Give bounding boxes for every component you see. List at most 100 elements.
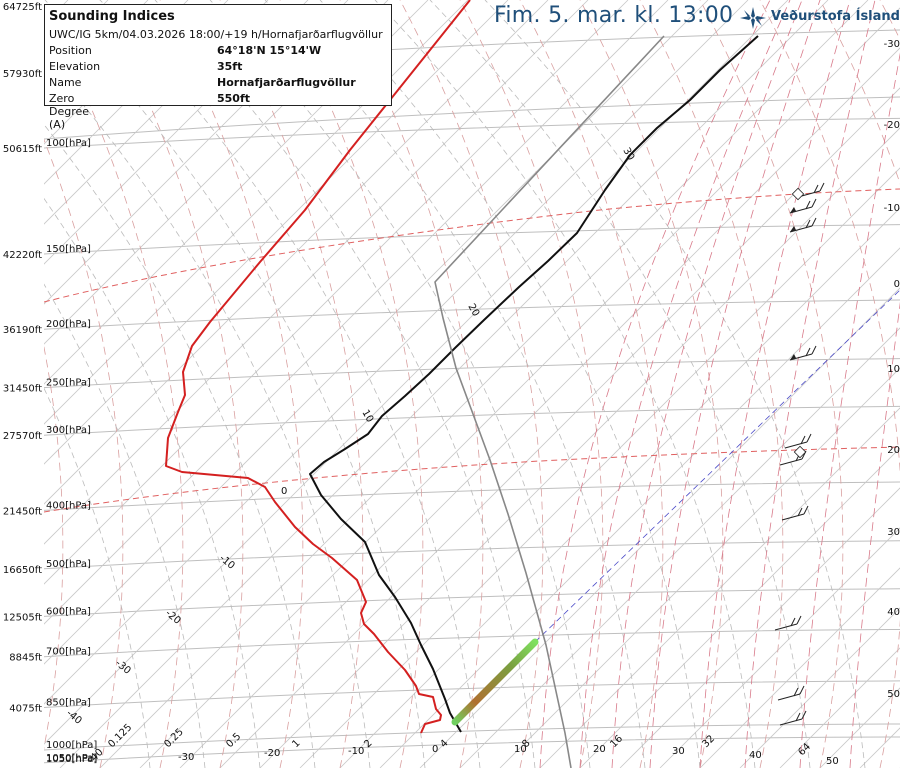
right-tick-label: 50 bbox=[887, 689, 900, 700]
pressure-label: 250[hPa] bbox=[46, 378, 91, 389]
pressure-label: 1050[hPa] bbox=[46, 753, 97, 764]
mixing-ratio-line bbox=[579, 0, 791, 768]
pressure-label: 1000[hPa] bbox=[46, 740, 97, 751]
barb-marker-icon bbox=[793, 445, 807, 459]
altitude-label: 8845ft bbox=[9, 653, 42, 664]
moist-adiabat bbox=[374, 0, 756, 768]
wind-barb-icon bbox=[774, 615, 802, 631]
right-tick-label: 0 bbox=[894, 279, 900, 290]
isotherm-line bbox=[44, 0, 269, 225]
brand-star-icon bbox=[740, 7, 766, 29]
isotherm-line bbox=[379, 247, 900, 768]
bottom-tick-label: 40 bbox=[749, 750, 762, 761]
mixing-ratio-line bbox=[799, 52, 900, 768]
bottom-tick-label: 20 bbox=[593, 744, 606, 755]
isotherm-label: -40 bbox=[64, 708, 84, 727]
right-tick-label: -30 bbox=[884, 39, 900, 50]
isotherm-line bbox=[44, 0, 389, 345]
isotherm-label: -10 bbox=[217, 553, 237, 572]
right-tick-label: 30 bbox=[887, 527, 900, 538]
isobar-line bbox=[44, 224, 900, 255]
altitude-label: 12505ft bbox=[3, 612, 42, 623]
bottom-tick-label: -30 bbox=[178, 752, 194, 763]
forecast-datetime: Fim. 5. mar. kl. 13:00 bbox=[494, 3, 734, 28]
isotherm-line bbox=[44, 0, 749, 705]
pressure-label: 200[hPa] bbox=[46, 319, 91, 330]
isotherm-line bbox=[179, 47, 900, 768]
isotherm-line bbox=[44, 0, 709, 665]
brand-name: Veðurstofa Íslands bbox=[771, 9, 900, 24]
isobar-line bbox=[44, 96, 900, 140]
red-curve bbox=[165, 0, 471, 734]
right-tick-label: 20 bbox=[887, 445, 900, 456]
pressure-label: 850[hPa] bbox=[46, 698, 91, 709]
isobar-line bbox=[44, 540, 900, 570]
parcel-dash-line bbox=[534, 289, 900, 643]
isotherm-line bbox=[539, 407, 900, 768]
altitude-label: 42220ft bbox=[3, 250, 42, 261]
pressure-label: 300[hPa] bbox=[46, 425, 91, 436]
isotherm-line bbox=[44, 0, 669, 625]
altitude-label: 64725ft bbox=[3, 2, 42, 13]
pressure-label: 700[hPa] bbox=[46, 647, 91, 658]
dry-adiabat bbox=[579, 0, 724, 768]
pressure-label: 100[hPa] bbox=[46, 138, 91, 149]
isotherm-line bbox=[44, 0, 469, 425]
moist-adiabat bbox=[209, 0, 591, 768]
isotherm-line bbox=[619, 487, 900, 768]
dry-adiabat bbox=[279, 0, 424, 768]
bottom-tick-label: -10 bbox=[348, 746, 364, 757]
info-title: Sounding Indices bbox=[49, 9, 175, 24]
isotherm-line bbox=[44, 0, 309, 265]
isobar-line bbox=[44, 117, 900, 149]
info-key: Zero Degree (A) bbox=[49, 92, 90, 131]
wind-barb-icon bbox=[789, 345, 817, 361]
isotherm-line bbox=[579, 447, 900, 768]
isobar-line bbox=[44, 299, 900, 330]
altitude-label: 31450ft bbox=[3, 384, 42, 395]
right-axis-labels: -30 -20 -10 0 10 20 30 40 50 bbox=[884, 39, 900, 700]
mixing-ratio-line bbox=[649, 0, 821, 768]
info-value: 550ft bbox=[217, 92, 251, 105]
isotherm-line bbox=[219, 87, 900, 768]
left-axis: 100[hPa] 50615ft 150[hPa] 42220ft 200[hPa] 36… bbox=[3, 2, 97, 765]
shaded-parcel-segment bbox=[451, 638, 539, 726]
isotherm-line bbox=[859, 727, 900, 768]
sounding-indices-box: Sounding Indices UWC/IG 5km/04.03.2026 1… bbox=[44, 4, 392, 131]
isotherm-line bbox=[499, 367, 900, 768]
isotherm-label: 0 bbox=[281, 486, 287, 497]
right-tick-label: 40 bbox=[887, 607, 900, 618]
isotherm-label: -30 bbox=[113, 658, 133, 677]
altitude-label: 57930ft bbox=[3, 69, 42, 80]
dry-adiabat bbox=[759, 0, 900, 768]
wind-barb-icon bbox=[779, 710, 807, 726]
bottom-tick-label: 32 bbox=[700, 733, 717, 750]
altitude-label: 27570ft bbox=[3, 431, 42, 442]
isotherm-line bbox=[44, 0, 429, 385]
altitude-label: 50615ft bbox=[3, 144, 42, 155]
mixing-ratio-line bbox=[539, 0, 771, 768]
isotherm-line bbox=[44, 0, 629, 585]
mixing-ratio-line bbox=[611, 0, 803, 768]
isobar-line bbox=[44, 723, 900, 751]
bottom-tick-label: 50 bbox=[826, 756, 839, 767]
wind-barb-icon bbox=[777, 685, 805, 701]
bottom-tick-label: 0 bbox=[432, 744, 438, 755]
pressure-label: 400[hPa] bbox=[46, 500, 91, 511]
isotherm-label: 30 bbox=[620, 146, 636, 163]
right-tick-label: 10 bbox=[887, 364, 900, 375]
bottom-tick-label: -20 bbox=[264, 748, 280, 759]
altitude-label: 21450ft bbox=[3, 506, 42, 517]
isotherm-line bbox=[44, 0, 229, 185]
wind-barb-icon bbox=[789, 217, 817, 233]
isotherm-line bbox=[259, 127, 900, 768]
info-value: 35ft bbox=[217, 60, 243, 73]
dry-adiabat bbox=[159, 0, 304, 768]
isotherm-line bbox=[44, 0, 589, 545]
black-curve bbox=[309, 35, 759, 733]
isobar-line bbox=[44, 736, 900, 764]
altitude-label: 16650ft bbox=[3, 565, 42, 576]
wind-barbs bbox=[774, 182, 825, 726]
isotherm-line bbox=[739, 607, 900, 768]
